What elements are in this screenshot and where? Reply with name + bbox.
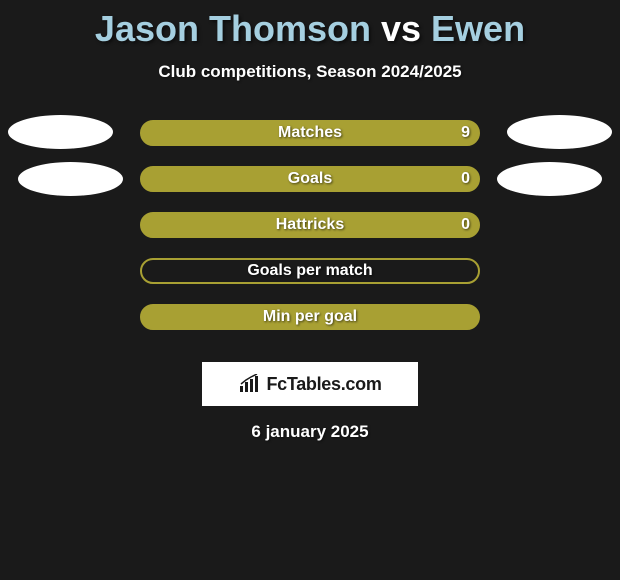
stat-label: Goals per match [140,258,480,284]
stat-value: 0 [461,166,470,192]
stat-row: Hattricks0 [0,212,620,258]
stat-row: Min per goal [0,304,620,350]
player2-name: Ewen [431,8,525,49]
subtitle: Club competitions, Season 2024/2025 [0,62,620,82]
stat-label: Goals [140,166,480,192]
stats-container: Matches9Goals0Hattricks0Goals per matchM… [0,120,620,350]
stat-row: Matches9 [0,120,620,166]
player1-name: Jason Thomson [95,8,371,49]
chart-icon [238,374,262,394]
stat-row: Goals0 [0,166,620,212]
stat-value: 0 [461,212,470,238]
date-text: 6 january 2025 [0,422,620,442]
stat-label: Hattricks [140,212,480,238]
brand-badge: FcTables.com [202,362,418,406]
vs-text: vs [381,8,421,49]
brand-text: FcTables.com [266,374,381,395]
comparison-title: Jason Thomson vs Ewen [0,0,620,50]
stat-label: Min per goal [140,304,480,330]
stat-value: 9 [461,120,470,146]
stat-row: Goals per match [0,258,620,304]
stat-label: Matches [140,120,480,146]
